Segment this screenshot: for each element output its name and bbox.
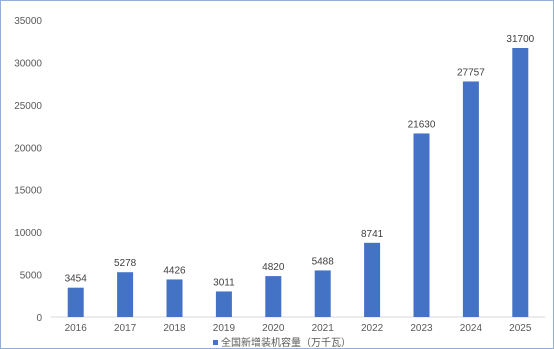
y-tick-label: 10000	[14, 228, 42, 239]
data-label: 8741	[361, 229, 384, 240]
data-label: 27757	[457, 67, 485, 78]
x-axis: 2016 2017 2018 2019 2020 2021 2022 2023 2024 2025	[51, 316, 545, 334]
y-tick-label: 30000	[14, 58, 42, 69]
x-tick-label: 2019	[213, 323, 236, 334]
y-tick-label: 5000	[20, 271, 43, 282]
x-tick-label: 2018	[163, 323, 186, 334]
bar	[462, 81, 479, 317]
bar	[364, 242, 381, 317]
bar	[67, 287, 84, 317]
data-label: 4820	[262, 262, 285, 273]
x-tick-label: 2024	[460, 323, 483, 334]
data-label: 4426	[163, 265, 186, 276]
y-tick-label: 35000	[14, 16, 42, 27]
bar	[512, 48, 529, 317]
bar	[314, 270, 331, 317]
y-axis: 0 5000 10000 15000 20000 25000 30000 35000	[14, 16, 42, 324]
legend-label: 全国新增装机容量（万千瓦）	[221, 336, 351, 349]
bar	[215, 291, 232, 317]
bar	[265, 276, 282, 317]
bar	[166, 279, 183, 317]
data-labels: 3454 5278 4426 3011 4820 5488 8741 21630 27757 31…	[65, 34, 535, 288]
bar-series	[67, 48, 529, 317]
x-tick-label: 2021	[312, 323, 335, 334]
y-tick-label: 0	[36, 313, 42, 324]
bar	[117, 272, 134, 317]
x-tick-label: 2017	[114, 323, 137, 334]
legend-swatch	[213, 340, 218, 345]
y-tick-label: 15000	[14, 186, 42, 197]
data-label: 5278	[114, 258, 137, 269]
x-tick-label: 2016	[65, 323, 88, 334]
legend: 全国新增装机容量（万千瓦）	[213, 336, 351, 349]
data-label: 3011	[213, 277, 235, 288]
y-tick-label: 20000	[14, 143, 42, 154]
bar	[413, 133, 430, 317]
data-label: 21630	[408, 119, 436, 130]
y-tick-label: 25000	[14, 101, 42, 112]
data-label: 3454	[65, 274, 88, 285]
x-tick-label: 2020	[262, 323, 285, 334]
x-tick-label: 2023	[410, 323, 433, 334]
data-label: 31700	[506, 34, 534, 45]
x-tick-label: 2025	[509, 323, 532, 334]
x-tick-label: 2022	[361, 323, 384, 334]
data-label: 5488	[312, 256, 335, 267]
